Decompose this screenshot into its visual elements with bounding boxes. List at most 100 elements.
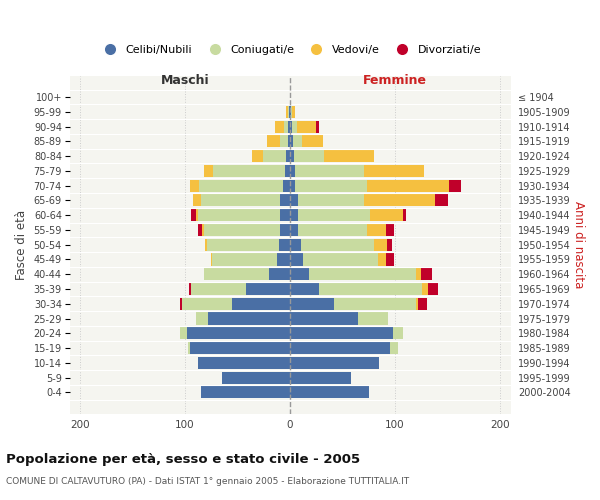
Bar — [182, 298, 232, 310]
Bar — [290, 283, 319, 295]
Bar — [292, 120, 298, 132]
Bar — [288, 120, 290, 132]
Bar — [197, 224, 202, 236]
Bar — [290, 356, 379, 369]
Bar — [191, 283, 246, 295]
Bar — [286, 106, 288, 118]
Bar — [301, 238, 374, 251]
Bar — [290, 372, 351, 384]
Bar — [295, 180, 367, 192]
Bar — [208, 312, 290, 324]
Bar — [386, 254, 394, 266]
Bar — [378, 254, 386, 266]
Bar — [190, 180, 199, 192]
Bar — [193, 194, 201, 206]
Bar — [284, 120, 288, 132]
Bar — [298, 194, 364, 206]
Bar — [196, 209, 197, 221]
Bar — [280, 209, 290, 221]
Bar — [246, 283, 290, 295]
Bar — [197, 356, 290, 369]
Legend: Celibi/Nubili, Coniugati/e, Vedovi/e, Divorziati/e: Celibi/Nubili, Coniugati/e, Vedovi/e, Di… — [95, 40, 485, 60]
Bar — [275, 120, 284, 132]
Text: Femmine: Femmine — [363, 74, 427, 86]
Bar — [435, 194, 448, 206]
Bar — [211, 254, 212, 266]
Bar — [290, 106, 291, 118]
Bar — [187, 327, 290, 340]
Bar — [285, 165, 290, 177]
Bar — [189, 283, 191, 295]
Bar — [316, 120, 319, 132]
Bar — [367, 180, 449, 192]
Bar — [290, 165, 295, 177]
Bar — [190, 342, 290, 354]
Bar — [290, 268, 309, 280]
Bar — [418, 298, 427, 310]
Y-axis label: Anni di nascita: Anni di nascita — [572, 201, 585, 288]
Bar — [416, 298, 418, 310]
Bar — [364, 165, 424, 177]
Bar — [188, 342, 190, 354]
Bar — [191, 209, 196, 221]
Bar — [269, 268, 290, 280]
Bar — [290, 194, 298, 206]
Bar — [428, 283, 438, 295]
Bar — [196, 312, 208, 324]
Bar — [319, 283, 422, 295]
Bar — [207, 238, 278, 251]
Bar — [290, 180, 295, 192]
Bar — [298, 209, 370, 221]
Bar — [393, 327, 403, 340]
Bar — [290, 298, 334, 310]
Bar — [289, 106, 290, 118]
Bar — [286, 150, 290, 162]
Bar — [277, 254, 290, 266]
Bar — [309, 268, 416, 280]
Bar — [290, 209, 298, 221]
Bar — [294, 150, 323, 162]
Bar — [293, 136, 302, 147]
Bar — [290, 224, 298, 236]
Bar — [323, 150, 374, 162]
Bar — [367, 224, 386, 236]
Bar — [288, 106, 289, 118]
Bar — [449, 180, 461, 192]
Bar — [298, 224, 367, 236]
Bar — [199, 180, 283, 192]
Bar — [214, 165, 285, 177]
Bar — [374, 238, 386, 251]
Bar — [290, 254, 302, 266]
Text: COMUNE DI CALTAVUTURO (PA) - Dati ISTAT 1° gennaio 2005 - Elaborazione TUTTITALI: COMUNE DI CALTAVUTURO (PA) - Dati ISTAT … — [6, 478, 409, 486]
Bar — [290, 150, 294, 162]
Text: Popolazione per età, sesso e stato civile - 2005: Popolazione per età, sesso e stato civil… — [6, 452, 360, 466]
Bar — [421, 268, 432, 280]
Bar — [280, 224, 290, 236]
Bar — [278, 238, 290, 251]
Bar — [370, 209, 403, 221]
Bar — [202, 224, 204, 236]
Bar — [280, 194, 290, 206]
Bar — [291, 106, 292, 118]
Bar — [267, 136, 280, 147]
Bar — [280, 136, 288, 147]
Bar — [386, 224, 394, 236]
Bar — [204, 268, 269, 280]
Bar — [290, 312, 358, 324]
Bar — [422, 283, 428, 295]
Bar — [232, 298, 290, 310]
Bar — [290, 342, 390, 354]
Text: Maschi: Maschi — [161, 74, 209, 86]
Bar — [288, 136, 290, 147]
Bar — [204, 165, 214, 177]
Bar — [283, 180, 290, 192]
Bar — [302, 254, 378, 266]
Bar — [252, 150, 263, 162]
Bar — [295, 165, 364, 177]
Bar — [222, 372, 290, 384]
Bar — [290, 136, 293, 147]
Bar — [290, 238, 301, 251]
Bar — [290, 386, 369, 398]
Bar — [180, 298, 182, 310]
Bar — [298, 120, 316, 132]
